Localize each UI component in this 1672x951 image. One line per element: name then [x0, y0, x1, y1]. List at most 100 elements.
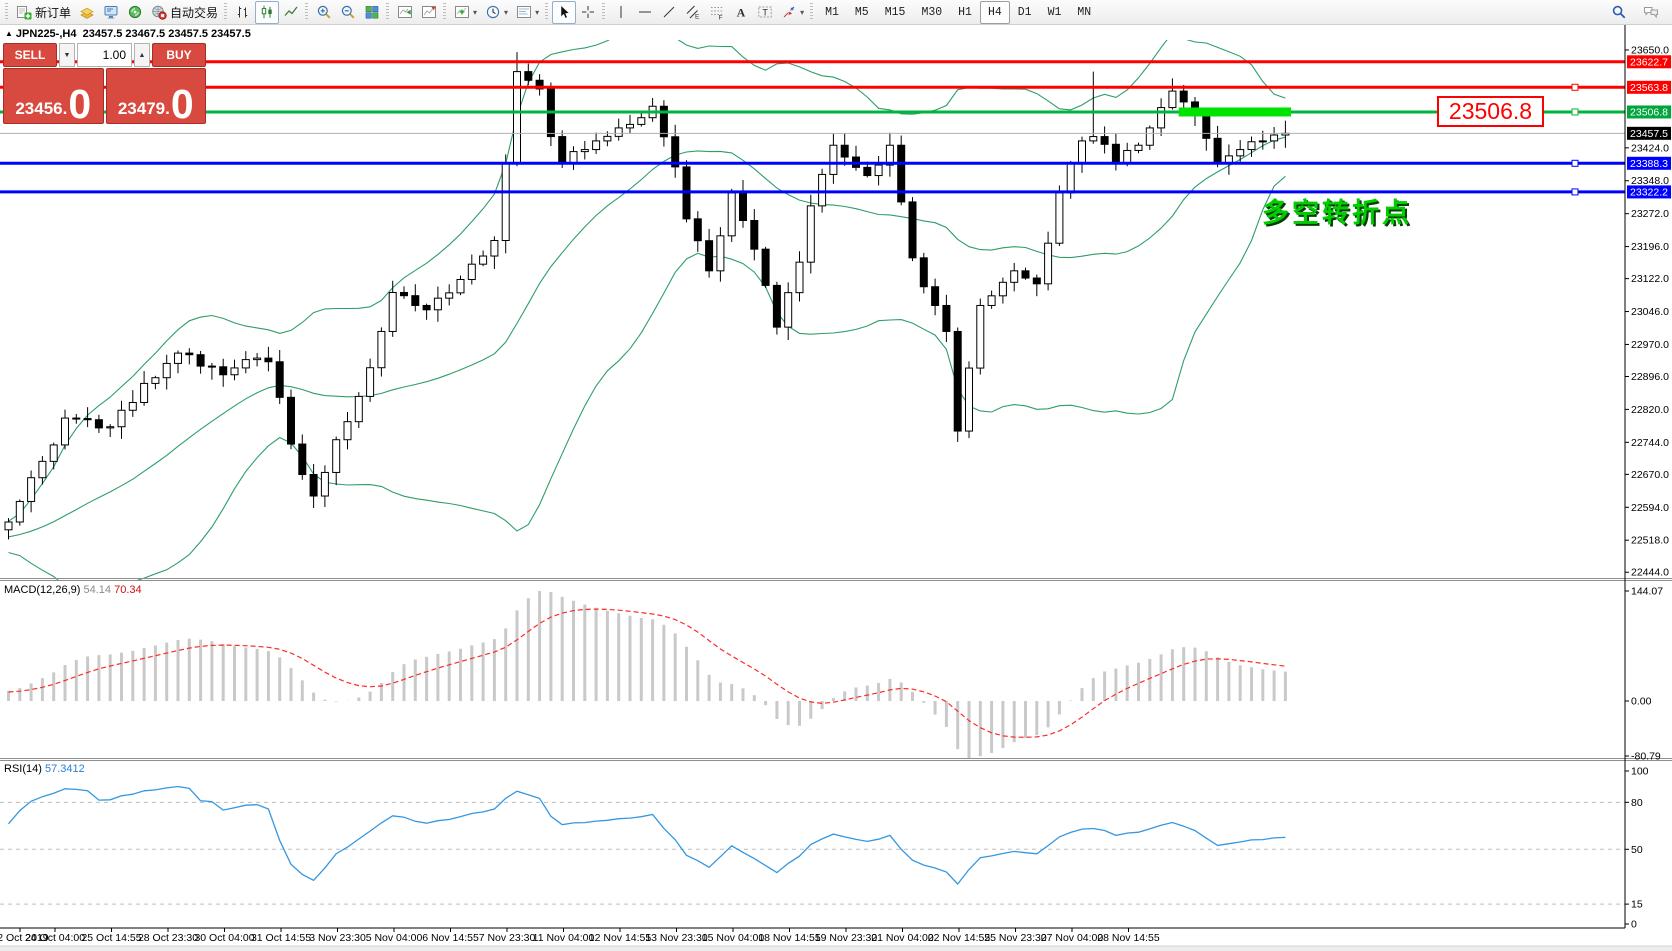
- toolbar-drag-handle[interactable]: [5, 3, 8, 21]
- vertical-line-icon: [613, 4, 629, 20]
- zoom-out-button[interactable]: [336, 1, 360, 24]
- autoscroll-button[interactable]: [393, 1, 417, 24]
- panel-divider-main-macd[interactable]: [0, 578, 1672, 581]
- line-endpoint-marker[interactable]: [1571, 159, 1579, 167]
- dropdown-arrow-icon[interactable]: ▾: [473, 7, 478, 17]
- chart-shift-button[interactable]: [417, 1, 441, 24]
- dropdown-arrow-icon[interactable]: ▾: [800, 7, 805, 17]
- bar-chart-button[interactable]: [231, 1, 255, 24]
- highlight-segment[interactable]: [1178, 107, 1292, 117]
- tf-w1[interactable]: W1: [1040, 1, 1070, 24]
- vertical-line-button[interactable]: [609, 1, 633, 24]
- tf-m30[interactable]: M30: [913, 1, 950, 24]
- dropdown-arrow-icon[interactable]: ▾: [504, 7, 509, 17]
- horizontal-line-button[interactable]: [633, 1, 657, 24]
- chat-icon: [1643, 4, 1659, 20]
- svg-text:144.07: 144.07: [1631, 586, 1663, 598]
- toolbar-drag-handle[interactable]: [224, 3, 228, 21]
- trendline-icon: [661, 4, 677, 20]
- periods-button[interactable]: ▾: [481, 1, 512, 24]
- market-watch-button[interactable]: [75, 1, 99, 24]
- fibonacci-icon: F: [709, 4, 725, 20]
- panel-divider-macd-rsi[interactable]: [0, 758, 1672, 761]
- line-endpoint-marker[interactable]: [1571, 188, 1579, 196]
- chat-button[interactable]: [1639, 1, 1663, 24]
- crosshair-button[interactable]: [576, 1, 600, 24]
- clock-icon: [485, 4, 501, 20]
- tf-h1[interactable]: H1: [950, 1, 980, 24]
- volume-increase-button[interactable]: ▲: [134, 43, 150, 67]
- toolbar-drag-handle[interactable]: [305, 3, 309, 21]
- tf-mn[interactable]: MN: [1069, 1, 1099, 24]
- text-icon: A: [733, 4, 749, 20]
- new-order-button[interactable]: 新订单: [12, 1, 75, 24]
- sell-price-display[interactable]: 23456. 0: [3, 68, 104, 125]
- trendline-button[interactable]: [657, 1, 681, 24]
- toolbar-drag-handle[interactable]: [545, 3, 549, 21]
- bollinger-middle-band: [8, 136, 1286, 538]
- line-endpoint-marker[interactable]: [1571, 83, 1579, 91]
- tf-w1-label: W1: [1047, 5, 1062, 19]
- buy-button[interactable]: BUY: [152, 43, 206, 67]
- text-button[interactable]: A: [729, 1, 753, 24]
- cursor-icon: [556, 4, 572, 20]
- macd-signal-value: 70.34: [114, 584, 142, 596]
- tf-m5-label: M5: [854, 5, 869, 19]
- svg-text:23322.2: 23322.2: [1630, 186, 1668, 198]
- bollinger-upper-band: [8, 40, 1286, 522]
- tf-m5[interactable]: M5: [847, 1, 877, 24]
- fibonacci-button[interactable]: F: [705, 1, 729, 24]
- tf-m1[interactable]: M1: [817, 1, 847, 24]
- svg-text:15: 15: [1631, 899, 1643, 911]
- tf-d1[interactable]: D1: [1010, 1, 1040, 24]
- toolbar-right-group: [1607, 1, 1669, 24]
- volume-decrease-button[interactable]: ▼: [59, 43, 75, 67]
- svg-text:31 Oct 14:55: 31 Oct 14:55: [251, 932, 311, 944]
- tf-m15[interactable]: M15: [877, 1, 914, 24]
- symbol-search-button[interactable]: [1607, 1, 1631, 24]
- turning-point-annotation[interactable]: 多空转折点: [1262, 198, 1412, 228]
- chart-shift-icon: [421, 4, 437, 20]
- tile-windows-button[interactable]: [360, 1, 384, 24]
- svg-text:22518.0: 22518.0: [1631, 535, 1669, 547]
- toolbar-drag-handle[interactable]: [443, 3, 447, 21]
- price-axis[interactable]: 23650.0 23424.0 23348.0 23272.0 23196.0 23122…: [0, 25, 1671, 931]
- svg-text:23650.0: 23650.0: [1631, 44, 1669, 56]
- volume-input[interactable]: [77, 43, 132, 67]
- svg-text:28 Nov 14:55: 28 Nov 14:55: [1097, 932, 1160, 944]
- indicators-button[interactable]: ▾: [450, 1, 481, 24]
- tf-h4[interactable]: H4: [979, 0, 1010, 24]
- svg-text:24 Oct 04:00: 24 Oct 04:00: [25, 932, 85, 944]
- shapes-button[interactable]: ▾: [777, 1, 808, 24]
- tf-m30-label: M30: [921, 5, 943, 19]
- toolbar-drag-handle[interactable]: [602, 3, 606, 21]
- data-window-button[interactable]: [99, 1, 123, 24]
- price-callout-box[interactable]: 23506.8: [1437, 96, 1544, 127]
- sell-price-figure: 23456: [15, 99, 63, 118]
- dropdown-arrow-icon[interactable]: ▾: [535, 7, 540, 17]
- sell-button[interactable]: SELL: [3, 43, 57, 67]
- cursor-button[interactable]: [552, 0, 577, 24]
- svg-text:28 Oct 23:30: 28 Oct 23:30: [138, 932, 198, 944]
- macd-main-value: 54.14: [83, 584, 112, 596]
- horizontal-scrollbar[interactable]: [0, 946, 1672, 951]
- autotrading-button[interactable]: 自动交易: [147, 1, 222, 24]
- collapse-arrow-icon[interactable]: ▲: [5, 29, 13, 38]
- toolbar-drag-handle[interactable]: [386, 3, 390, 21]
- svg-text:80: 80: [1631, 797, 1643, 809]
- buy-price-display[interactable]: 23479. 0: [105, 68, 206, 125]
- templates-button[interactable]: ▾: [512, 1, 543, 24]
- svg-text:5 Nov 04:00: 5 Nov 04:00: [366, 932, 423, 944]
- line-endpoint-marker[interactable]: [1571, 108, 1579, 116]
- candlestick-button[interactable]: [255, 0, 280, 24]
- toolbar-drag-handle[interactable]: [810, 3, 814, 21]
- zoom-in-button[interactable]: [312, 1, 336, 24]
- text-label-button[interactable]: T: [753, 1, 777, 24]
- channel-button[interactable]: E: [681, 1, 705, 24]
- navigator-button[interactable]: [123, 1, 147, 24]
- candlestick-icon: [259, 4, 275, 20]
- line-chart-button[interactable]: [279, 1, 303, 24]
